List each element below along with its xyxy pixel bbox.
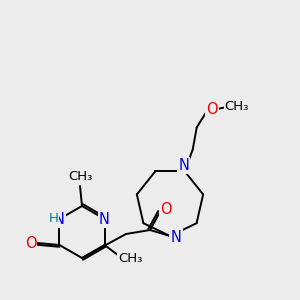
Text: H: H (49, 212, 58, 226)
Text: CH₃: CH₃ (225, 100, 249, 113)
Text: CH₃: CH₃ (68, 170, 92, 184)
Text: N: N (178, 158, 189, 173)
Text: N: N (54, 212, 65, 226)
Text: N: N (99, 212, 110, 226)
Text: O: O (206, 102, 218, 117)
Text: CH₃: CH₃ (118, 253, 143, 266)
Text: O: O (25, 236, 36, 250)
Text: N: N (171, 230, 182, 244)
Text: O: O (160, 202, 172, 217)
